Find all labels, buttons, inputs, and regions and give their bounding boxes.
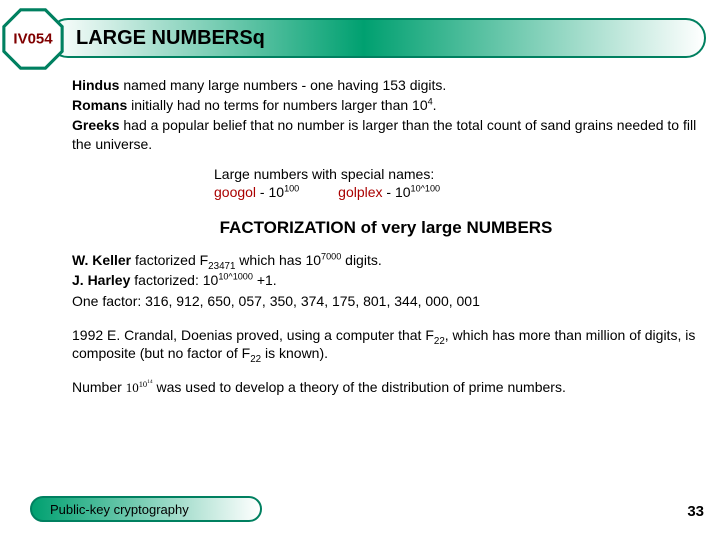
bold-greeks: Greeks [72, 117, 119, 133]
special-heading: Large numbers with special names: [214, 165, 700, 183]
slide-badge: IV054 [2, 8, 64, 70]
bold-hindus: Hindus [72, 77, 119, 93]
special-line: googol - 10100 golplex - 1010^100 [214, 183, 700, 201]
page-number: 33 [687, 503, 704, 520]
bold-romans: Romans [72, 97, 127, 113]
special-names-block: Large numbers with special names: googol… [214, 165, 700, 201]
para-greeks: Greeks had a popular belief that no numb… [72, 116, 700, 152]
factorization-heading: FACTORIZATION of very large NUMBERS [72, 217, 700, 239]
page-title: LARGE NUMBERSq [76, 27, 265, 50]
para-crandal: 1992 E. Crandal, Doenias proved, using a… [72, 326, 700, 362]
footer-label: Public-key cryptography [50, 502, 189, 517]
bold-keller: W. Keller [72, 252, 131, 268]
para-hindus: Hindus named many large numbers - one ha… [72, 76, 700, 94]
para-harley: J. Harley factorized: 1010^1000 +1. [72, 271, 700, 289]
googol-label: googol [214, 184, 256, 200]
para-romans: Romans initially had no terms for number… [72, 96, 700, 114]
bold-harley: J. Harley [72, 272, 130, 288]
para-number: Number 101014 was used to develop a theo… [72, 378, 700, 397]
para-keller: W. Keller factorized F23471 which has 10… [72, 251, 700, 269]
golplex-label: golplex [338, 184, 382, 200]
badge-label: IV054 [13, 31, 52, 48]
footer-pill: Public-key cryptography [30, 496, 262, 522]
math-expression: 101014 [126, 380, 153, 397]
para-factor: One factor: 316, 912, 650, 057, 350, 374… [72, 292, 700, 310]
title-bar: LARGE NUMBERSq [48, 18, 706, 58]
content-area: Hindus named many large numbers - one ha… [72, 76, 700, 399]
